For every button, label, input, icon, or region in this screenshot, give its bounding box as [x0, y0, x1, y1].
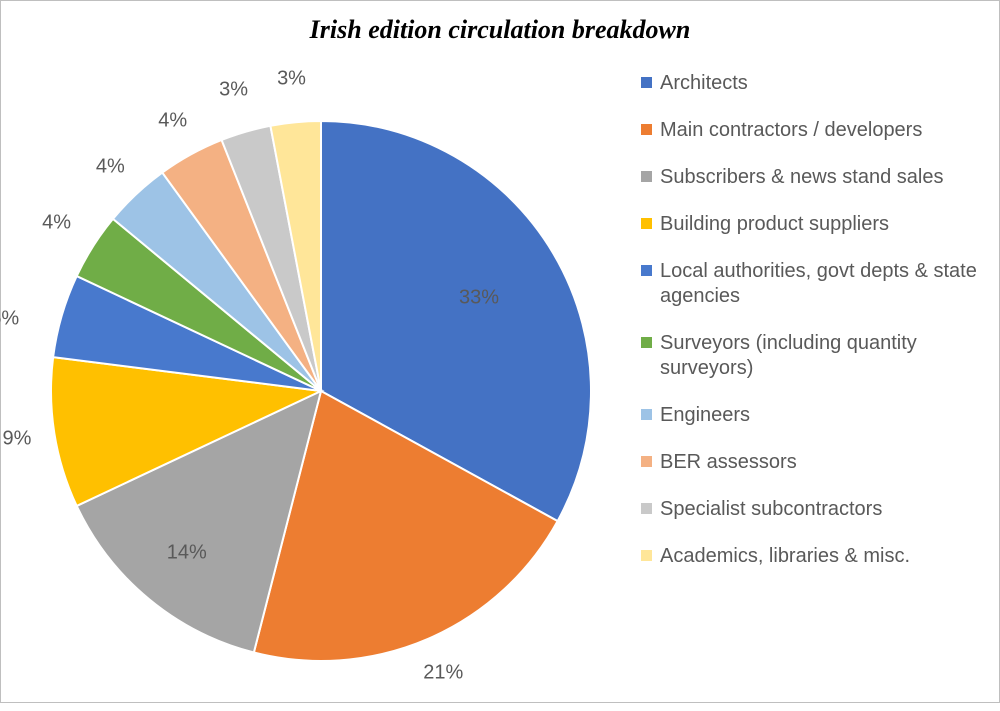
legend-swatch [641, 218, 652, 229]
legend-label: Local authorities, govt depts & state ag… [660, 259, 981, 309]
pie-slice-label: 5% [0, 308, 19, 331]
legend: Architects Main contractors / developers S… [641, 71, 981, 591]
legend-swatch [641, 456, 652, 467]
legend-item: Engineers [641, 403, 981, 428]
legend-label: Architects [660, 71, 748, 96]
legend-swatch [641, 337, 652, 348]
legend-item: Building product suppliers [641, 212, 981, 237]
pie-slice-label: 3% [277, 68, 306, 91]
legend-item: Surveyors (including quantity surveyors) [641, 331, 981, 381]
legend-label: BER assessors [660, 450, 797, 475]
pie-chart: 33%21%14%9%5%4%4%4%3%3% [41, 71, 601, 631]
pie-slice-label: 21% [423, 662, 463, 685]
pie-slice-label: 4% [96, 155, 125, 178]
legend-label: Specialist subcontractors [660, 497, 882, 522]
legend-item: Academics, libraries & misc. [641, 544, 981, 569]
legend-label: Main contractors / developers [660, 118, 922, 143]
legend-item: Main contractors / developers [641, 118, 981, 143]
chart-frame: Irish edition circulation breakdown 33% 2… [0, 0, 1000, 703]
legend-swatch [641, 77, 652, 88]
legend-label: Engineers [660, 403, 750, 428]
legend-swatch [641, 503, 652, 514]
legend-swatch [641, 124, 652, 135]
legend-swatch [641, 550, 652, 561]
legend-item: Local authorities, govt depts & state ag… [641, 259, 981, 309]
legend-label: Building product suppliers [660, 212, 889, 237]
legend-label: Surveyors (including quantity surveyors) [660, 331, 981, 381]
legend-item: BER assessors [641, 450, 981, 475]
legend-swatch [641, 171, 652, 182]
legend-item: Architects [641, 71, 981, 96]
legend-swatch [641, 265, 652, 276]
pie-slice-label: 14% [167, 542, 207, 565]
chart-title: Irish edition circulation breakdown [1, 1, 999, 45]
pie-slice-label: 4% [42, 212, 71, 235]
legend-label: Subscribers & news stand sales [660, 165, 943, 190]
pie-slice-label: 9% [3, 428, 32, 451]
pie-slice-label: 33% [459, 286, 499, 309]
legend-swatch [641, 409, 652, 420]
pie-slice-label: 4% [158, 110, 187, 133]
legend-label: Academics, libraries & misc. [660, 544, 910, 569]
legend-item: Subscribers & news stand sales [641, 165, 981, 190]
pie-slice-label: 3% [219, 79, 248, 102]
legend-item: Specialist subcontractors [641, 497, 981, 522]
